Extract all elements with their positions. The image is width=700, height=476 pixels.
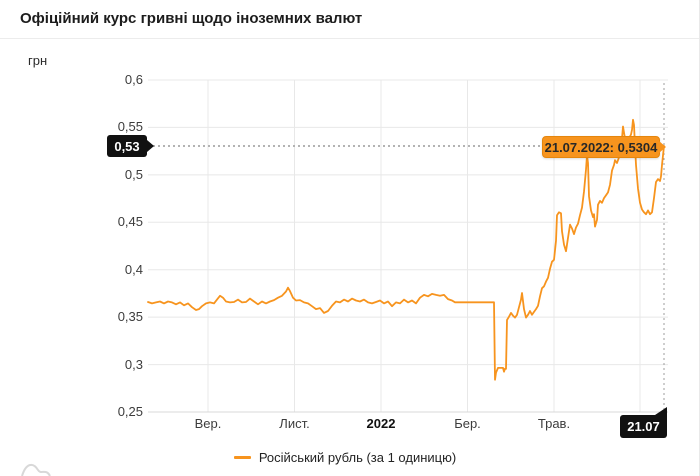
- y-tick-label: 0,4: [124, 261, 143, 277]
- legend-item-rub[interactable]: Російський рубль (за 1 одиницю): [0, 448, 690, 466]
- y-tick-label: 0,45: [117, 214, 143, 230]
- y-tick-label: 0,55: [117, 119, 143, 135]
- y-tick-label: 0,25: [117, 404, 143, 419]
- current-rate-badge: 0,53: [107, 135, 154, 157]
- y-tick-label: 0,35: [117, 309, 143, 325]
- x-tick-label: Бер.: [454, 416, 481, 431]
- current-date-badge: 21.07: [620, 407, 667, 438]
- page-title: Офіційний курс гривні щодо іноземних вал…: [20, 10, 363, 27]
- x-tick-label: 2022: [366, 416, 396, 431]
- watermark-logo: [21, 463, 51, 476]
- legend-line-swatch: [233, 455, 251, 459]
- title-divider: [0, 38, 699, 39]
- y-axis-unit-label: грн: [28, 53, 48, 68]
- x-tick-label: Трав.: [537, 416, 571, 431]
- chart-tooltip: 21.07.2022: 0,5304: [542, 136, 666, 158]
- x-tick-label: Вер.: [194, 416, 222, 431]
- legend-label: Російський рубль (за 1 одиницю): [258, 449, 457, 465]
- y-tick-label: 0,5: [124, 166, 143, 182]
- x-tick-label: Лист.: [279, 416, 310, 431]
- y-tick-label: 0,6: [124, 72, 143, 87]
- y-tick-label: 0,3: [124, 356, 143, 372]
